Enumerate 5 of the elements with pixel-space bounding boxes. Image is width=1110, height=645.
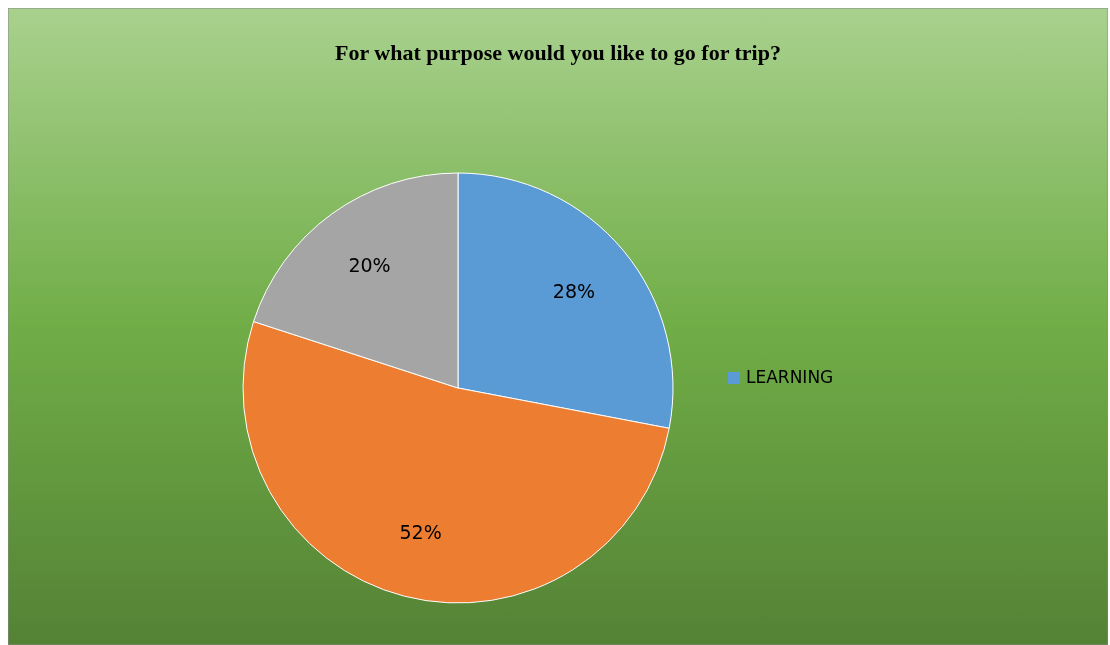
legend-label: LEARNING (746, 367, 834, 387)
data-label: 20% (348, 253, 391, 276)
data-label: 52% (399, 521, 442, 544)
chart-title: For what purpose would you like to go for trip? (335, 40, 781, 65)
data-label: 28% (552, 279, 596, 302)
